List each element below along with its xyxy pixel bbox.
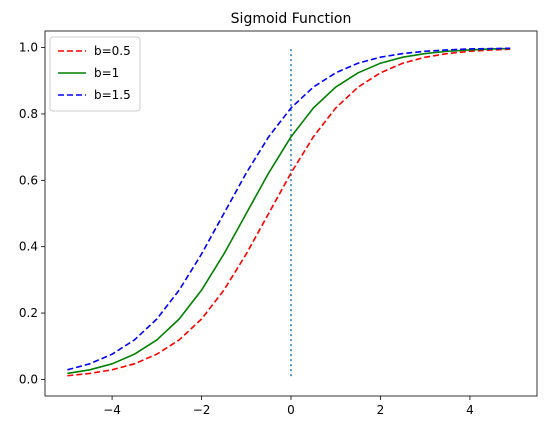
- series-line-2: [67, 47, 511, 375]
- legend-label: b=0.5: [94, 44, 131, 58]
- x-axis: −4 −2 0 2 4: [103, 396, 474, 417]
- legend: b=0.5 b=1 b=1.5: [49, 36, 141, 112]
- plot-area: [67, 47, 511, 377]
- chart-title: Sigmoid Function: [231, 11, 352, 27]
- x-tick-label: 0: [287, 403, 295, 417]
- series-line-1: [67, 48, 511, 377]
- x-tick-label: −4: [103, 403, 121, 417]
- y-axis: 0.0 0.2 0.4 0.6 0.8 1.0: [19, 41, 45, 386]
- y-tick-label: 0.8: [19, 107, 38, 121]
- y-tick-label: 0.6: [19, 173, 38, 187]
- series-line-3: [67, 47, 511, 371]
- x-tick-label: 2: [377, 403, 385, 417]
- y-tick-label: 1.0: [19, 41, 38, 55]
- y-tick-label: 0.0: [19, 372, 38, 386]
- x-tick-label: −2: [193, 403, 211, 417]
- legend-box: [49, 36, 141, 112]
- y-tick-label: 0.4: [19, 240, 38, 254]
- y-tick-label: 0.2: [19, 306, 38, 320]
- x-tick-label: 4: [466, 403, 474, 417]
- legend-label: b=1: [94, 66, 119, 80]
- legend-label: b=1.5: [94, 88, 131, 102]
